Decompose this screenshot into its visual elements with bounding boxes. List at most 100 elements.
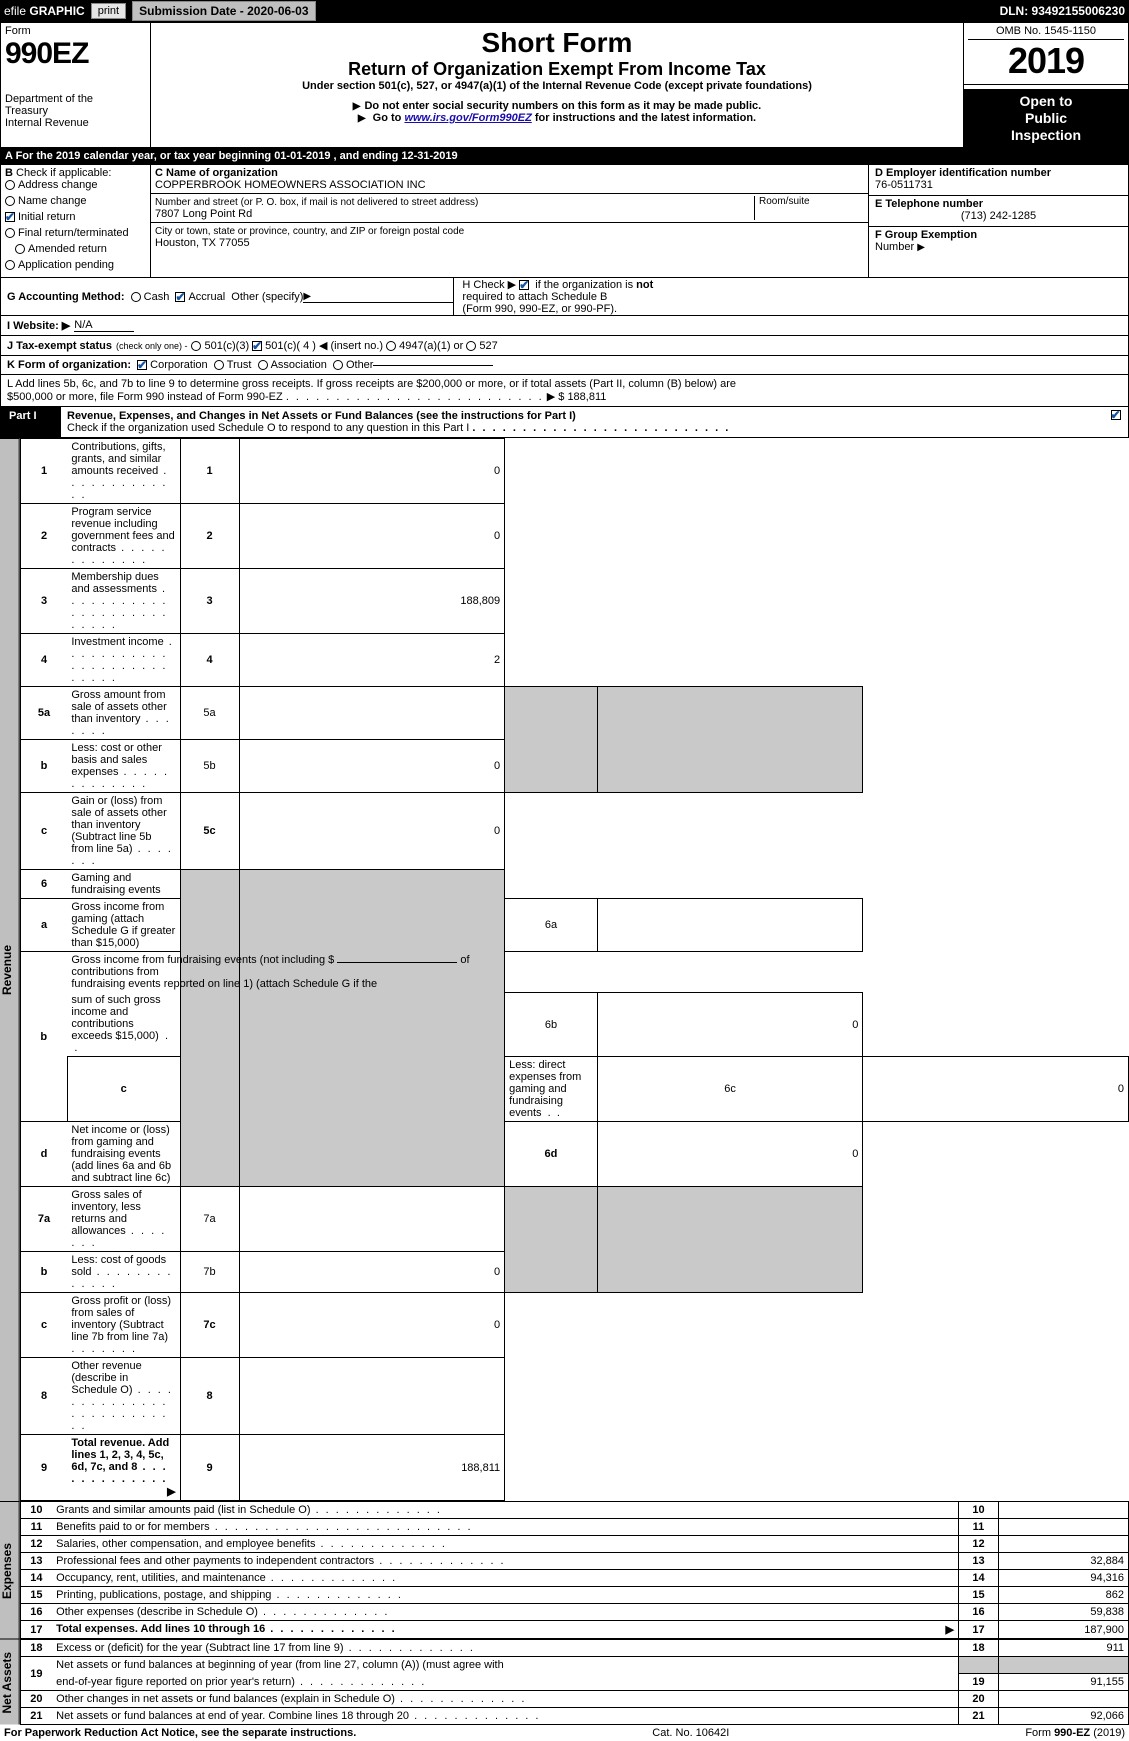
line-6a-desc: Gross income from gaming (attach Schedul… — [71, 901, 175, 949]
line-14-amt: 94,316 — [999, 1570, 1129, 1587]
section-i: I Website: ▶ N/A — [0, 316, 1129, 336]
return-title: Return of Organization Exempt From Incom… — [159, 59, 955, 80]
group-exemption-label: F Group Exemption — [875, 229, 977, 241]
footer-right-pre: Form — [1025, 1727, 1054, 1739]
group-exemption-arrow — [917, 241, 925, 253]
initial-return-checkbox[interactable] — [5, 212, 15, 222]
line-7a-subamt — [239, 1187, 505, 1252]
line-14-desc: Occupancy, rent, utilities, and maintena… — [56, 1572, 266, 1584]
k-trust-label: Trust — [227, 359, 252, 371]
line-6a-sub: 6a — [505, 899, 598, 952]
line-2-amt: 0 — [239, 504, 505, 569]
final-return-label: Final return/terminated — [18, 227, 129, 239]
cash-radio[interactable] — [131, 292, 141, 302]
line-17-amt: 187,900 — [999, 1621, 1129, 1639]
j-501c3-label: 501(c)(3) — [204, 340, 249, 352]
g-label: G Accounting Method: — [7, 291, 125, 303]
amended-label: Amended return — [28, 243, 107, 255]
print-button[interactable]: print — [91, 3, 126, 19]
j-4947-radio[interactable] — [386, 341, 396, 351]
footer-right-post: (2019) — [1090, 1727, 1125, 1739]
open-l2: Public — [966, 110, 1126, 127]
line-10-desc: Grants and similar amounts paid (list in… — [56, 1504, 310, 1516]
line-4-amt: 2 — [239, 634, 505, 687]
k-other-label: Other — [346, 359, 374, 371]
address-change-label: Address change — [18, 179, 98, 191]
line-6b-pre: Gross income from fundraising events (no… — [71, 954, 334, 966]
expenses-vlabel: Expenses — [0, 1501, 20, 1639]
revenue-vlabel: Revenue — [0, 438, 20, 1501]
line-6b-l2: fundraising events reported on line 1) (… — [71, 978, 377, 990]
line-6c-sub: 6c — [597, 1057, 863, 1122]
part-i-sub: Check if the organization used Schedule … — [67, 422, 469, 434]
line-8-desc: Other revenue (describe in Schedule O) — [71, 1360, 141, 1396]
dept-line-3: Internal Revenue — [5, 117, 146, 129]
line-6a-subamt — [597, 899, 863, 952]
k-assoc-radio[interactable] — [258, 360, 268, 370]
street-label: Number and street (or P. O. box, if mail… — [155, 197, 478, 208]
line-7c-amt: 0 — [239, 1293, 505, 1358]
line-1-desc: Contributions, gifts, grants, and simila… — [71, 441, 165, 477]
line-20-amt — [999, 1690, 1129, 1707]
accrual-label: Accrual — [188, 291, 225, 303]
phone-label: E Telephone number — [875, 198, 983, 210]
room-label: Room/suite — [754, 196, 864, 220]
line-7a-sub: 7a — [180, 1187, 239, 1252]
section-b: B Check if applicable: Address change Na… — [0, 165, 1129, 278]
ssn-note-text: Do not enter social security numbers on … — [364, 100, 761, 112]
line-6b-l3: sum of such gross income and contributio… — [71, 994, 160, 1042]
other-method-label: Other (specify) — [231, 291, 303, 303]
part-i-title: Revenue, Expenses, and Changes in Net As… — [67, 410, 576, 422]
efile-label: efile GRAPHIC — [4, 4, 85, 18]
j-527-label: 527 — [479, 340, 497, 352]
group-exemption-number-label: Number — [875, 241, 914, 253]
k-corp-checkbox[interactable] — [137, 360, 147, 370]
phone-value: (713) 242-1285 — [875, 210, 1122, 222]
subtitle: Under section 501(c), 527, or 4947(a)(1)… — [159, 80, 955, 92]
irs-link[interactable]: www.irs.gov/Form990EZ — [404, 112, 531, 124]
line-6d-desc: Net income or (loss) from gaming and fun… — [71, 1124, 171, 1184]
dept-line-1: Department of the — [5, 93, 146, 105]
line-6d-amt: 0 — [597, 1122, 863, 1187]
efile-bold: GRAPHIC — [29, 4, 84, 18]
line-18-desc: Excess or (deficit) for the year (Subtra… — [56, 1642, 343, 1654]
l-text1: L Add lines 5b, 6c, and 7b to line 9 to … — [7, 378, 736, 390]
k-trust-radio[interactable] — [214, 360, 224, 370]
h-text3: required to attach Schedule B — [462, 291, 607, 303]
line-12-amt — [999, 1536, 1129, 1553]
street-value: 7807 Long Point Rd — [155, 208, 252, 220]
part-i-schedule-o-checkbox[interactable] — [1111, 410, 1121, 420]
ein-label: D Employer identification number — [875, 167, 1051, 179]
line-12-desc: Salaries, other compensation, and employ… — [56, 1538, 315, 1550]
final-return-radio[interactable] — [5, 228, 15, 238]
j-501c-checkbox[interactable] — [252, 341, 262, 351]
section-j: J Tax-exempt status (check only one) - 5… — [0, 336, 1129, 356]
line-21-desc: Net assets or fund balances at end of ye… — [56, 1710, 409, 1722]
h-checkbox[interactable] — [519, 280, 529, 290]
expenses-section: Expenses 10Grants and similar amounts pa… — [0, 1501, 1129, 1639]
h-not: not — [636, 279, 653, 291]
line-19-amt: 91,155 — [999, 1673, 1129, 1690]
j-527-radio[interactable] — [466, 341, 476, 351]
j-4947-label: 4947(a)(1) or — [399, 340, 463, 352]
line-6c-desc: Less: direct expenses from gaming and fu… — [509, 1059, 581, 1119]
accrual-checkbox[interactable] — [175, 292, 185, 302]
amended-radio[interactable] — [15, 244, 25, 254]
net-assets-vlabel: Net Assets — [0, 1639, 20, 1725]
name-change-radio[interactable] — [5, 196, 15, 206]
line-4-desc: Investment income — [71, 636, 163, 648]
short-form-title: Short Form — [159, 27, 955, 59]
h-text2: if the organization is — [535, 279, 636, 291]
address-change-radio[interactable] — [5, 180, 15, 190]
line-10-amt — [999, 1502, 1129, 1519]
app-pending-radio[interactable] — [5, 260, 15, 270]
line-19b-desc: end-of-year figure reported on prior yea… — [56, 1676, 295, 1688]
omb-number: OMB No. 1545-1150 — [968, 25, 1124, 40]
open-inspection-box: Open to Public Inspection — [964, 89, 1128, 147]
j-501c3-radio[interactable] — [191, 341, 201, 351]
line-6b-blank — [337, 962, 457, 963]
l-text2: $500,000 or more, file Form 990 instead … — [7, 391, 283, 403]
k-other-radio[interactable] — [333, 360, 343, 370]
city-label: City or town, state or province, country… — [155, 226, 464, 237]
tax-year: 2019 — [968, 40, 1124, 82]
